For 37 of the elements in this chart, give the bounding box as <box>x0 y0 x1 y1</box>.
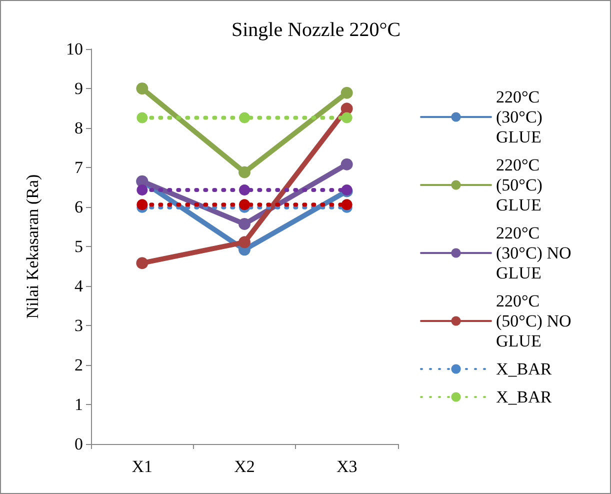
point <box>341 199 352 210</box>
legend-label: 220°C (50°C) GLUE <box>496 156 547 214</box>
y-axis-title: Nilai Kekasaran (Ra) <box>23 174 42 319</box>
legend-label: 220°C (30°C) GLUE <box>496 88 547 146</box>
point <box>238 166 250 178</box>
point <box>238 236 250 248</box>
legend-label: 220°C (50°C) NO GLUE <box>496 292 576 350</box>
y-tick-label: 4 <box>74 276 84 296</box>
point <box>341 112 352 124</box>
point <box>136 184 148 196</box>
legend-label: X_BAR <box>496 360 552 378</box>
point <box>136 257 148 270</box>
x-tick-label: X3 <box>336 457 358 476</box>
point <box>136 199 148 210</box>
point <box>239 112 250 124</box>
point <box>239 184 250 196</box>
x-tick-label: X1 <box>132 457 153 476</box>
chart-title: Single Nozzle 220°C <box>231 19 401 41</box>
x-tick-label: X2 <box>234 457 255 476</box>
y-tick-label: 5 <box>74 237 83 256</box>
legend-label: X_BAR <box>496 388 552 406</box>
point <box>239 199 250 210</box>
y-tick-label: 2 <box>74 356 83 374</box>
y-tick-label: 9 <box>74 79 83 98</box>
y-tick-label: 8 <box>74 118 83 138</box>
point <box>340 86 353 99</box>
point <box>136 82 148 94</box>
y-tick-label: 0 <box>74 434 83 454</box>
y-tick-label: 7 <box>74 158 84 177</box>
point <box>136 112 148 124</box>
y-tick-label: 1 <box>74 395 83 414</box>
legend-label: 220°C (30°C) NO GLUE <box>496 224 576 282</box>
point <box>340 158 353 170</box>
y-tick-label: 3 <box>74 316 83 335</box>
y-tick-label: 6 <box>74 198 83 216</box>
point <box>238 218 250 230</box>
y-tick-label: 10 <box>66 40 83 58</box>
